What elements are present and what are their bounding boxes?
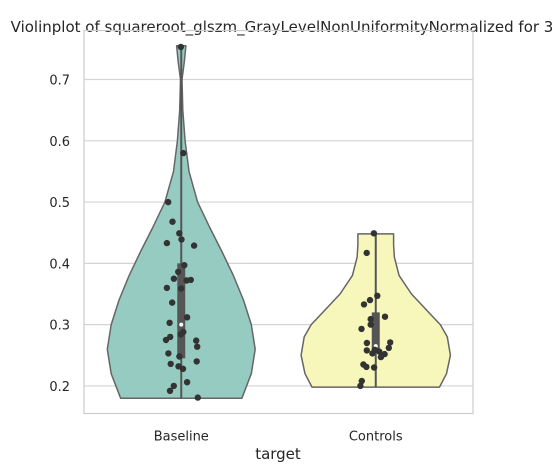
data-point <box>369 350 376 357</box>
data-point <box>176 230 183 237</box>
data-point <box>363 249 370 257</box>
violins <box>106 43 452 401</box>
data-point <box>387 339 394 346</box>
data-point <box>376 348 383 355</box>
data-point <box>194 343 201 350</box>
data-point <box>163 239 171 247</box>
y-tick-label: 0.6 <box>49 135 70 150</box>
data-point <box>165 350 172 357</box>
x-tick-label: Controls <box>349 430 403 445</box>
data-point <box>363 363 370 371</box>
violin-controls <box>300 230 452 390</box>
data-point <box>183 277 190 284</box>
data-point <box>183 379 191 386</box>
data-point <box>180 149 187 157</box>
y-tick-label: 0.7 <box>49 74 70 89</box>
median-marker <box>179 322 184 327</box>
data-point <box>363 347 370 354</box>
violin-baseline <box>106 43 256 401</box>
data-point <box>170 275 178 282</box>
data-point <box>358 325 365 333</box>
data-point <box>177 331 184 338</box>
data-point <box>169 299 176 306</box>
data-point <box>190 242 198 249</box>
data-point <box>167 360 174 368</box>
data-point <box>363 339 371 347</box>
data-point <box>170 382 177 390</box>
data-point <box>377 353 385 361</box>
data-point <box>360 301 368 308</box>
data-point <box>178 236 185 243</box>
y-tick-label: 0.2 <box>49 380 70 395</box>
data-point <box>179 365 187 372</box>
data-point <box>175 268 182 276</box>
y-tick-label: 0.3 <box>49 319 70 334</box>
data-point <box>193 337 200 344</box>
data-point <box>358 377 365 385</box>
data-point <box>183 314 191 321</box>
data-point <box>366 296 374 304</box>
data-point <box>176 353 183 360</box>
x-axis-ticks: Baseline Controls <box>154 430 403 445</box>
data-point <box>166 319 173 326</box>
y-tick-label: 0.5 <box>49 196 70 211</box>
data-point <box>381 313 389 320</box>
data-point <box>178 285 185 292</box>
data-point <box>177 43 185 51</box>
y-tick-label: 0.4 <box>49 257 70 272</box>
data-point <box>166 387 174 394</box>
data-point <box>193 358 200 365</box>
data-point <box>165 198 172 206</box>
data-point <box>181 262 188 269</box>
quartile-box <box>177 263 186 359</box>
y-axis-ticks: 0.2 0.3 0.4 0.5 0.6 0.7 <box>49 74 70 395</box>
data-point <box>163 284 171 292</box>
x-axis-label: target <box>255 445 301 463</box>
data-point <box>357 382 364 390</box>
data-point <box>162 336 170 344</box>
data-point <box>370 364 378 371</box>
data-point <box>367 321 374 328</box>
data-point <box>385 344 392 352</box>
quartile-box <box>371 312 380 353</box>
chart-title: Violinplot of squareroot_glszm_GrayLevel… <box>11 18 554 37</box>
data-point <box>374 292 381 299</box>
x-tick-label: Baseline <box>154 430 209 445</box>
plot-frame <box>83 29 474 415</box>
data-point <box>169 218 176 225</box>
data-point <box>367 315 374 323</box>
data-point <box>370 230 378 237</box>
data-point <box>194 394 201 401</box>
